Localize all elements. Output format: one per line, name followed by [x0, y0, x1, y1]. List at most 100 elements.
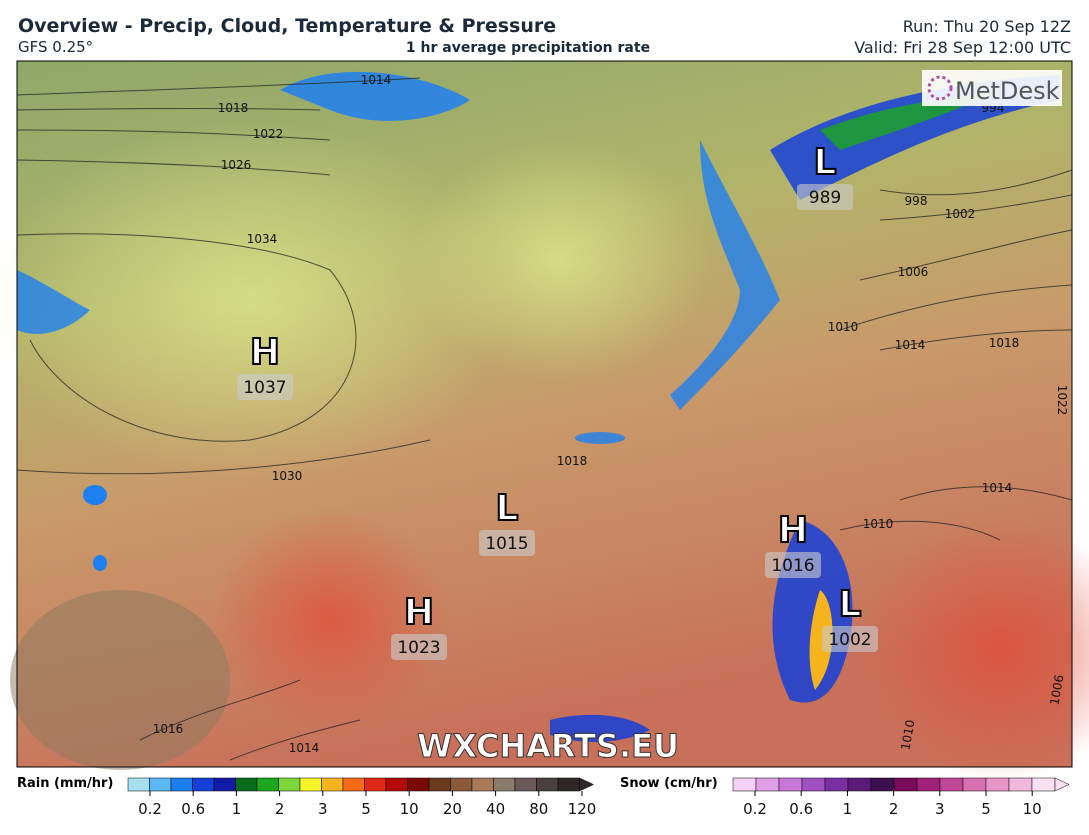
isobar-label: 1018	[557, 454, 588, 468]
rain-swatch	[170, 777, 193, 792]
rain-swatch	[428, 777, 451, 792]
isobar-label: 1026	[221, 158, 252, 172]
snow-swatch	[1031, 777, 1056, 792]
isobar-label: 1010	[898, 719, 917, 752]
snow-swatch	[893, 777, 918, 792]
rain-tick-label: 2	[275, 800, 285, 818]
isobar-label: 1034	[247, 232, 278, 246]
rain-swatch	[192, 777, 215, 792]
logo: MetDesk	[922, 70, 1062, 106]
snow-swatch	[755, 777, 780, 792]
rain-swatch	[407, 777, 430, 792]
logo-text: MetDesk	[955, 77, 1060, 105]
rain-tick-label: 5	[361, 800, 371, 818]
isobar-label: 1014	[289, 741, 320, 755]
snow-swatch	[916, 777, 941, 792]
rain-swatch	[321, 777, 344, 792]
map-background	[0, 61, 1089, 780]
rain-swatch	[235, 777, 258, 792]
rain-swatch	[278, 777, 301, 792]
isobar-label: 1014	[982, 481, 1013, 495]
isobar-label: 1018	[989, 336, 1020, 350]
snow-tick-label: 5	[981, 800, 991, 818]
snow-swatch	[732, 777, 757, 792]
isobar-label: 998	[905, 194, 928, 208]
rain-swatch	[536, 777, 559, 792]
rain-tick-label: 40	[486, 800, 505, 818]
subtitle: 1 hr average precipitation rate	[406, 40, 650, 56]
watermark: WXCHARTS.EU	[417, 727, 679, 765]
title: Overview - Precip, Cloud, Temperature & …	[18, 15, 556, 37]
isobar-label: 1002	[945, 207, 976, 221]
rain-legend-title: Rain (mm/hr)	[17, 776, 113, 791]
snow-tick-label: 10	[1023, 800, 1042, 818]
rain-swatch	[364, 777, 387, 792]
center-value: 1016	[771, 556, 814, 576]
rain-swatch	[127, 777, 150, 792]
rain-tick-label: 1	[232, 800, 242, 818]
rain-swatch	[299, 777, 322, 792]
isobar-label: 1010	[828, 320, 859, 334]
snow-swatch	[847, 777, 872, 792]
snow-tick-label: 2	[889, 800, 899, 818]
center-letter: H	[404, 592, 434, 633]
valid: Valid: Fri 28 Sep 12:00 UTC	[854, 38, 1071, 57]
rain-tick-label: 0.6	[181, 800, 205, 818]
isobar-label: 1014	[361, 73, 392, 87]
snow-swatch	[778, 777, 803, 792]
center-value-box	[237, 374, 293, 400]
rain-tick-label: 120	[568, 800, 597, 818]
isobar-label: 1010	[863, 517, 894, 531]
snow-swatch	[962, 777, 987, 792]
rain-tick-label: 10	[400, 800, 419, 818]
snow-arrow	[1054, 777, 1070, 792]
center-letter: H	[250, 332, 280, 373]
center-value-box	[391, 634, 447, 660]
isobar-label: 1018	[218, 101, 249, 115]
run: Run: Thu 20 Sep 12Z	[903, 17, 1071, 36]
center-value-box	[797, 184, 853, 210]
center-value: 989	[809, 188, 841, 208]
center-letter: L	[496, 488, 519, 529]
center-value-box	[765, 552, 821, 578]
rain-swatch	[213, 777, 236, 792]
pressure-centers: H 1037 L 989 L 1015 H 1016 H 1023 L 1002	[237, 141, 878, 660]
snow-swatch	[801, 777, 826, 792]
snow-swatch	[985, 777, 1010, 792]
snow-tick-label: 0.6	[789, 800, 813, 818]
isobar-label: 1016	[153, 722, 184, 736]
isobar-label: 1022	[1055, 385, 1069, 416]
rain-swatch	[450, 777, 473, 792]
snow-legend-title: Snow (cm/hr)	[620, 776, 718, 791]
map-frame	[16, 60, 1073, 768]
rain-tick-label: 3	[318, 800, 328, 818]
isobar-label: 1006	[898, 265, 929, 279]
rain-swatch	[471, 777, 494, 792]
center-value-box	[822, 626, 878, 652]
center-value-box	[479, 530, 535, 556]
rain-swatch	[514, 777, 537, 792]
rain-swatch	[342, 777, 365, 792]
rain-arrow	[579, 777, 595, 792]
rain-swatch	[385, 777, 408, 792]
isobar-label: 1030	[272, 469, 303, 483]
rain-tick-label: 20	[443, 800, 462, 818]
snow-tick-label: 3	[935, 800, 945, 818]
snow-swatch	[870, 777, 895, 792]
snow-tick-label: 1	[843, 800, 853, 818]
snow-tick-label: 0.2	[743, 800, 767, 818]
rain-swatch	[149, 777, 172, 792]
rain-swatch	[493, 777, 516, 792]
center-letter: L	[839, 584, 862, 625]
center-value: 1037	[243, 378, 286, 398]
rain-tick-label: 0.2	[138, 800, 162, 818]
legends: 0.2 0.6 1 2 3 5 10 20 40 80 120 0.2 0.6 1 2 3 5 10	[127, 777, 1070, 818]
center-value: 1015	[485, 534, 528, 554]
model: GFS 0.25°	[18, 38, 93, 56]
center-letter: H	[778, 510, 808, 551]
center-value: 1002	[828, 630, 871, 650]
snow-swatch	[824, 777, 849, 792]
snow-swatch	[939, 777, 964, 792]
